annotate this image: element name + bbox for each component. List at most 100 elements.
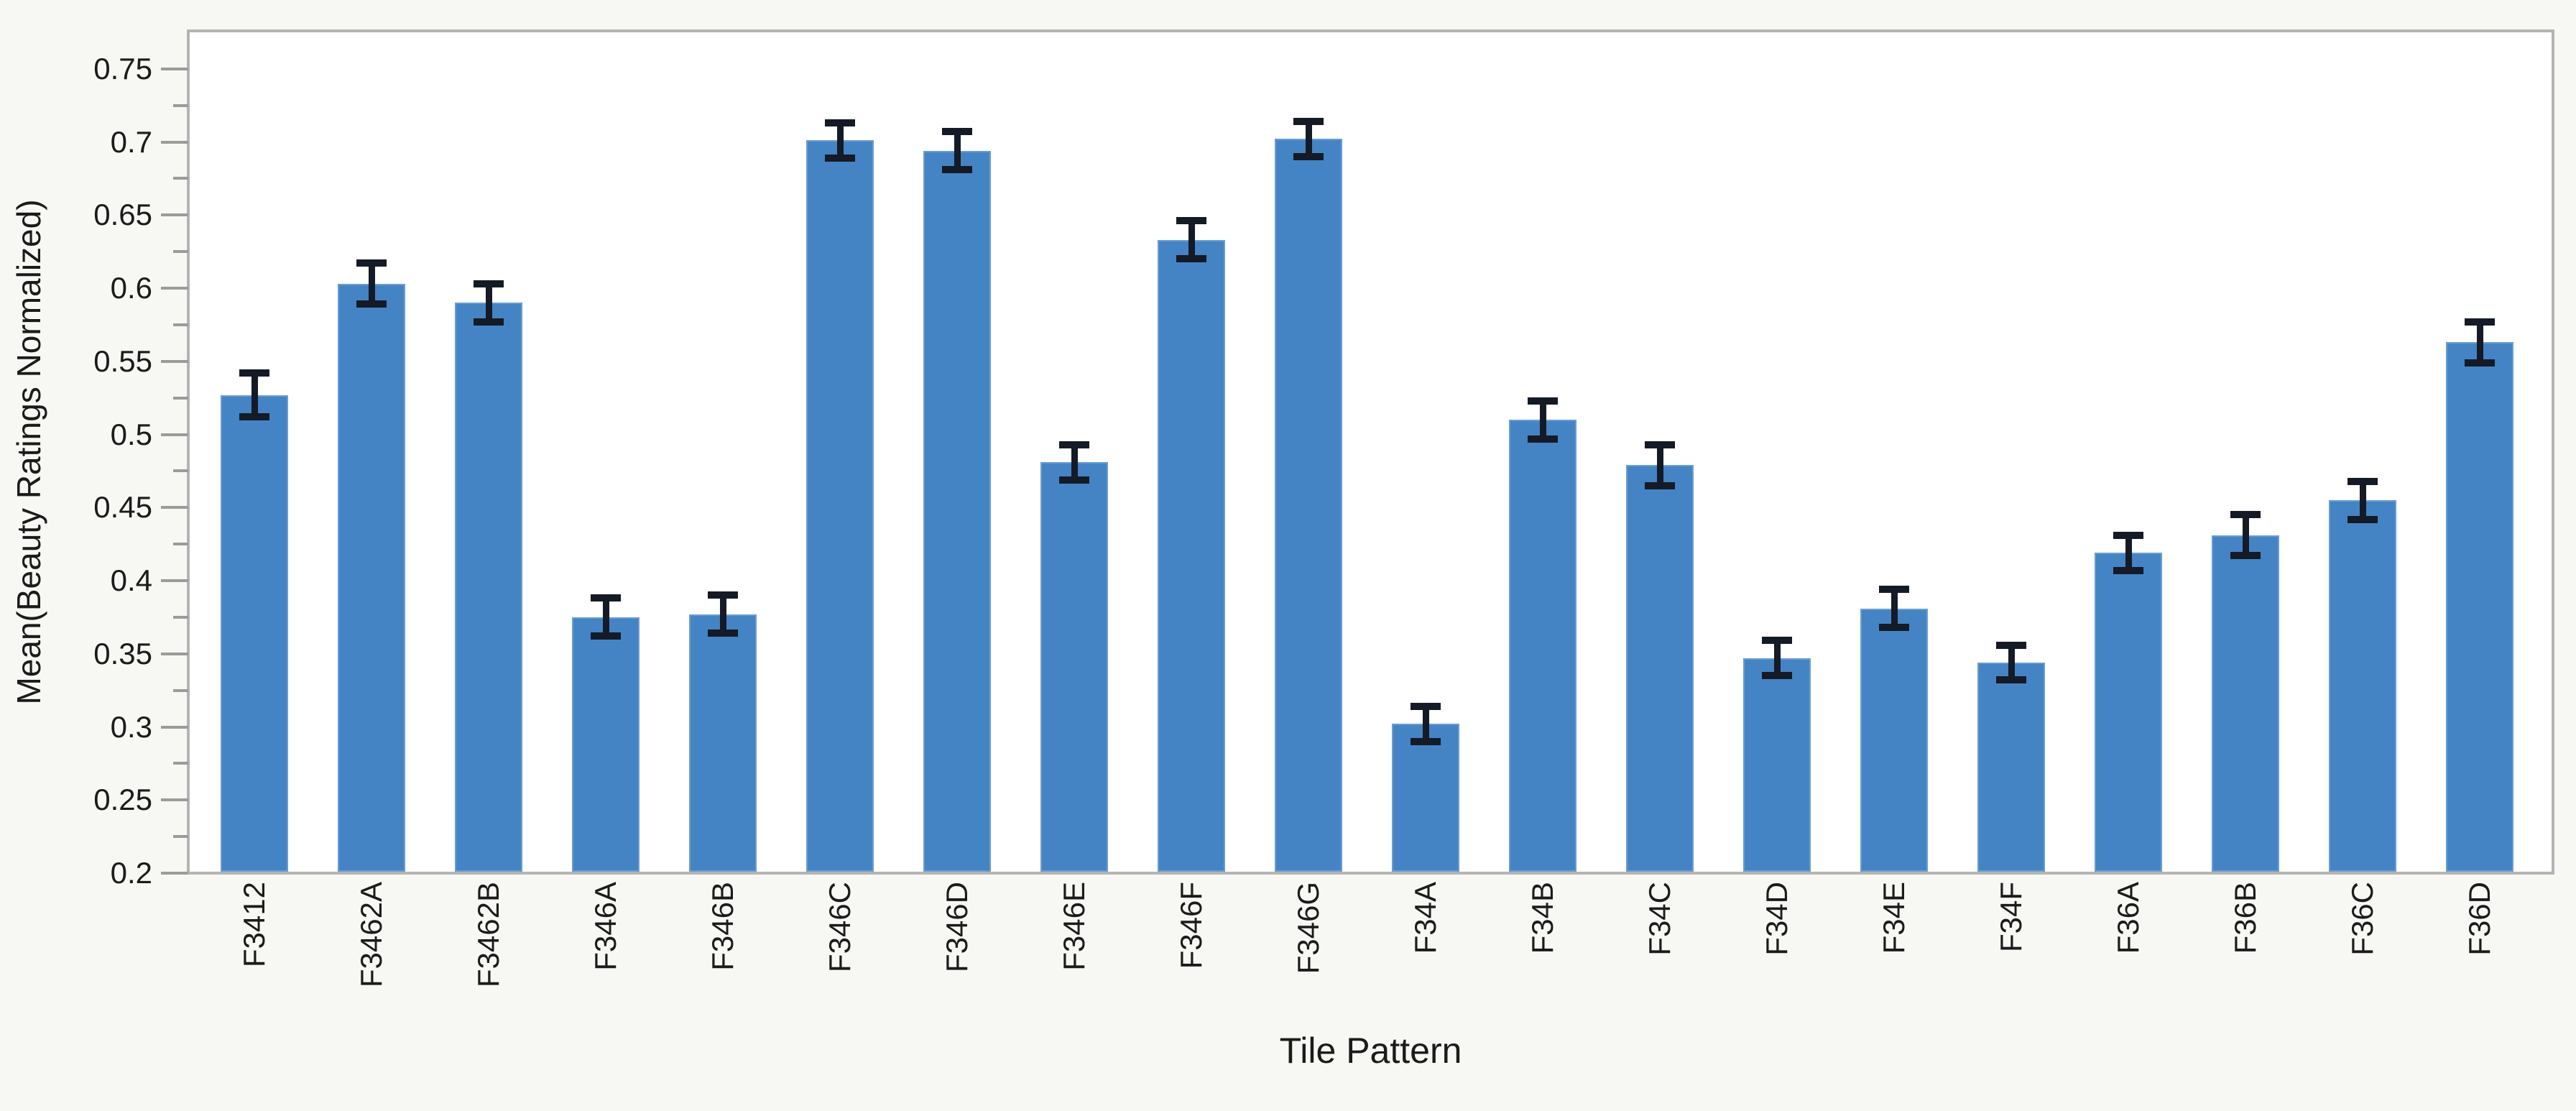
y-minor-tick-0.475	[173, 469, 188, 473]
x-tick-label-F3462A: F3462A	[354, 882, 388, 988]
bar-F346C	[806, 140, 874, 872]
x-tick-label-F346A: F346A	[588, 882, 622, 971]
error-stem-F34E	[1891, 589, 1898, 628]
error-stem-F34B	[1539, 400, 1546, 439]
bar-F34F	[1977, 662, 2045, 872]
error-cap-top-F346G	[1293, 118, 1324, 125]
error-cap-bottom-F346B	[708, 630, 738, 637]
x-tick-label-F34C: F34C	[1643, 882, 1676, 956]
x-tick-label-F346B: F346B	[706, 882, 739, 971]
bar-F3462A	[338, 283, 405, 872]
y-minor-tick-0.325	[173, 688, 188, 692]
bar-F36C	[2329, 500, 2396, 872]
x-tick-label-F34D: F34D	[1760, 882, 1793, 956]
bar-F34D	[1743, 658, 1811, 872]
error-cap-top-F36A	[2113, 531, 2143, 539]
y-minor-tick-0.425	[173, 543, 188, 546]
y-major-tick-0.35	[161, 652, 188, 655]
y-major-tick-0.6	[161, 287, 188, 290]
bar-F346F	[1158, 239, 1225, 872]
error-cap-bottom-F34E	[1879, 624, 1909, 632]
error-cap-bottom-F346E	[1059, 476, 1089, 484]
error-stem-F346F	[1188, 221, 1195, 259]
error-cap-top-F34E	[1879, 586, 1909, 594]
error-stem-F36D	[2476, 321, 2483, 363]
error-stem-F36B	[2242, 515, 2249, 556]
y-minor-tick-0.525	[173, 396, 188, 400]
error-cap-bottom-F34B	[1528, 435, 1558, 443]
error-cap-bottom-F34C	[1645, 481, 1675, 489]
bar-F346G	[1275, 139, 1342, 872]
error-stem-F3462B	[485, 283, 492, 322]
error-cap-top-F34F	[1996, 641, 2026, 649]
error-stem-F346G	[1305, 121, 1312, 157]
error-cap-bottom-F36A	[2113, 566, 2143, 574]
error-cap-bottom-F346C	[825, 154, 855, 162]
error-cap-top-F3462A	[356, 259, 387, 267]
error-cap-top-F34C	[1645, 441, 1675, 448]
error-cap-top-F346A	[591, 594, 621, 602]
bar-F346B	[689, 614, 757, 872]
y-major-tick-0.3	[161, 725, 188, 729]
error-cap-top-F346B	[708, 591, 738, 599]
error-cap-bottom-F3462A	[356, 300, 387, 308]
x-tick-label-F34A: F34A	[1408, 882, 1442, 954]
error-cap-top-F346E	[1059, 441, 1089, 448]
y-tick-label-0.4: 0.4	[110, 563, 152, 597]
x-tick-label-F34B: F34B	[1525, 882, 1559, 954]
error-stem-F346E	[1071, 444, 1078, 480]
y-major-tick-0.45	[161, 506, 188, 510]
y-tick-label-0.55: 0.55	[93, 344, 152, 378]
error-stem-F346C	[836, 123, 844, 158]
error-cap-bottom-F36B	[2230, 552, 2261, 560]
y-major-tick-0.7	[161, 140, 188, 144]
error-stem-F3412	[251, 373, 258, 418]
y-tick-label-0.25: 0.25	[93, 783, 152, 817]
x-tick-label-F346C: F346C	[823, 882, 857, 973]
y-major-tick-0.2	[161, 872, 188, 875]
x-axis-title: Tile Pattern	[1279, 1031, 1462, 1071]
error-cap-bottom-F36C	[2348, 515, 2378, 523]
y-minor-tick-0.575	[173, 323, 188, 326]
error-stem-F3462A	[368, 263, 375, 305]
error-stem-F34D	[1773, 640, 1781, 676]
y-tick-label-0.45: 0.45	[93, 490, 152, 525]
x-tick-label-F3412: F3412	[237, 882, 271, 968]
x-tick-label-F3462B: F3462B	[471, 882, 505, 988]
bar-F3462B	[455, 303, 522, 872]
x-tick-label-F36C: F36C	[2345, 882, 2379, 956]
x-tick-label-F346E: F346E	[1057, 882, 1091, 971]
plot-frame	[187, 29, 2554, 875]
error-cap-top-F36D	[2465, 318, 2495, 326]
error-stem-F346B	[719, 595, 726, 634]
error-cap-bottom-F346F	[1176, 255, 1206, 263]
y-minor-tick-0.675	[173, 177, 188, 180]
error-cap-top-F3412	[239, 369, 269, 377]
x-tick-label-F34E: F34E	[1877, 882, 1911, 954]
error-cap-top-F34B	[1528, 397, 1558, 405]
error-cap-top-F36B	[2230, 511, 2261, 519]
error-stem-F346D	[954, 132, 961, 170]
bar-F346E	[1040, 462, 1108, 872]
y-tick-label-0.2: 0.2	[110, 856, 152, 890]
bar-F34A	[1392, 724, 1459, 872]
y-tick-label-0.65: 0.65	[93, 198, 152, 232]
y-major-tick-0.55	[161, 359, 188, 363]
error-cap-bottom-F34A	[1411, 737, 1441, 745]
y-major-tick-0.25	[161, 798, 188, 802]
error-cap-top-F36C	[2348, 477, 2378, 485]
error-cap-bottom-F3462B	[474, 318, 504, 326]
y-axis-title: Mean(Beauty Ratings Normalized)	[10, 199, 47, 705]
y-major-tick-0.5	[161, 433, 188, 436]
y-tick-label-0.6: 0.6	[110, 271, 152, 305]
y-minor-tick-0.275	[173, 762, 188, 765]
x-tick-label-F36B: F36B	[2228, 882, 2262, 954]
x-tick-label-F36A: F36A	[2111, 882, 2145, 954]
y-major-tick-0.65	[161, 213, 188, 217]
error-stem-F36A	[2125, 535, 2132, 571]
error-cap-bottom-F3412	[239, 413, 269, 421]
y-minor-tick-0.725	[173, 103, 188, 107]
x-tick-label-F346F: F346F	[1174, 882, 1208, 969]
error-stem-F346A	[602, 598, 609, 637]
